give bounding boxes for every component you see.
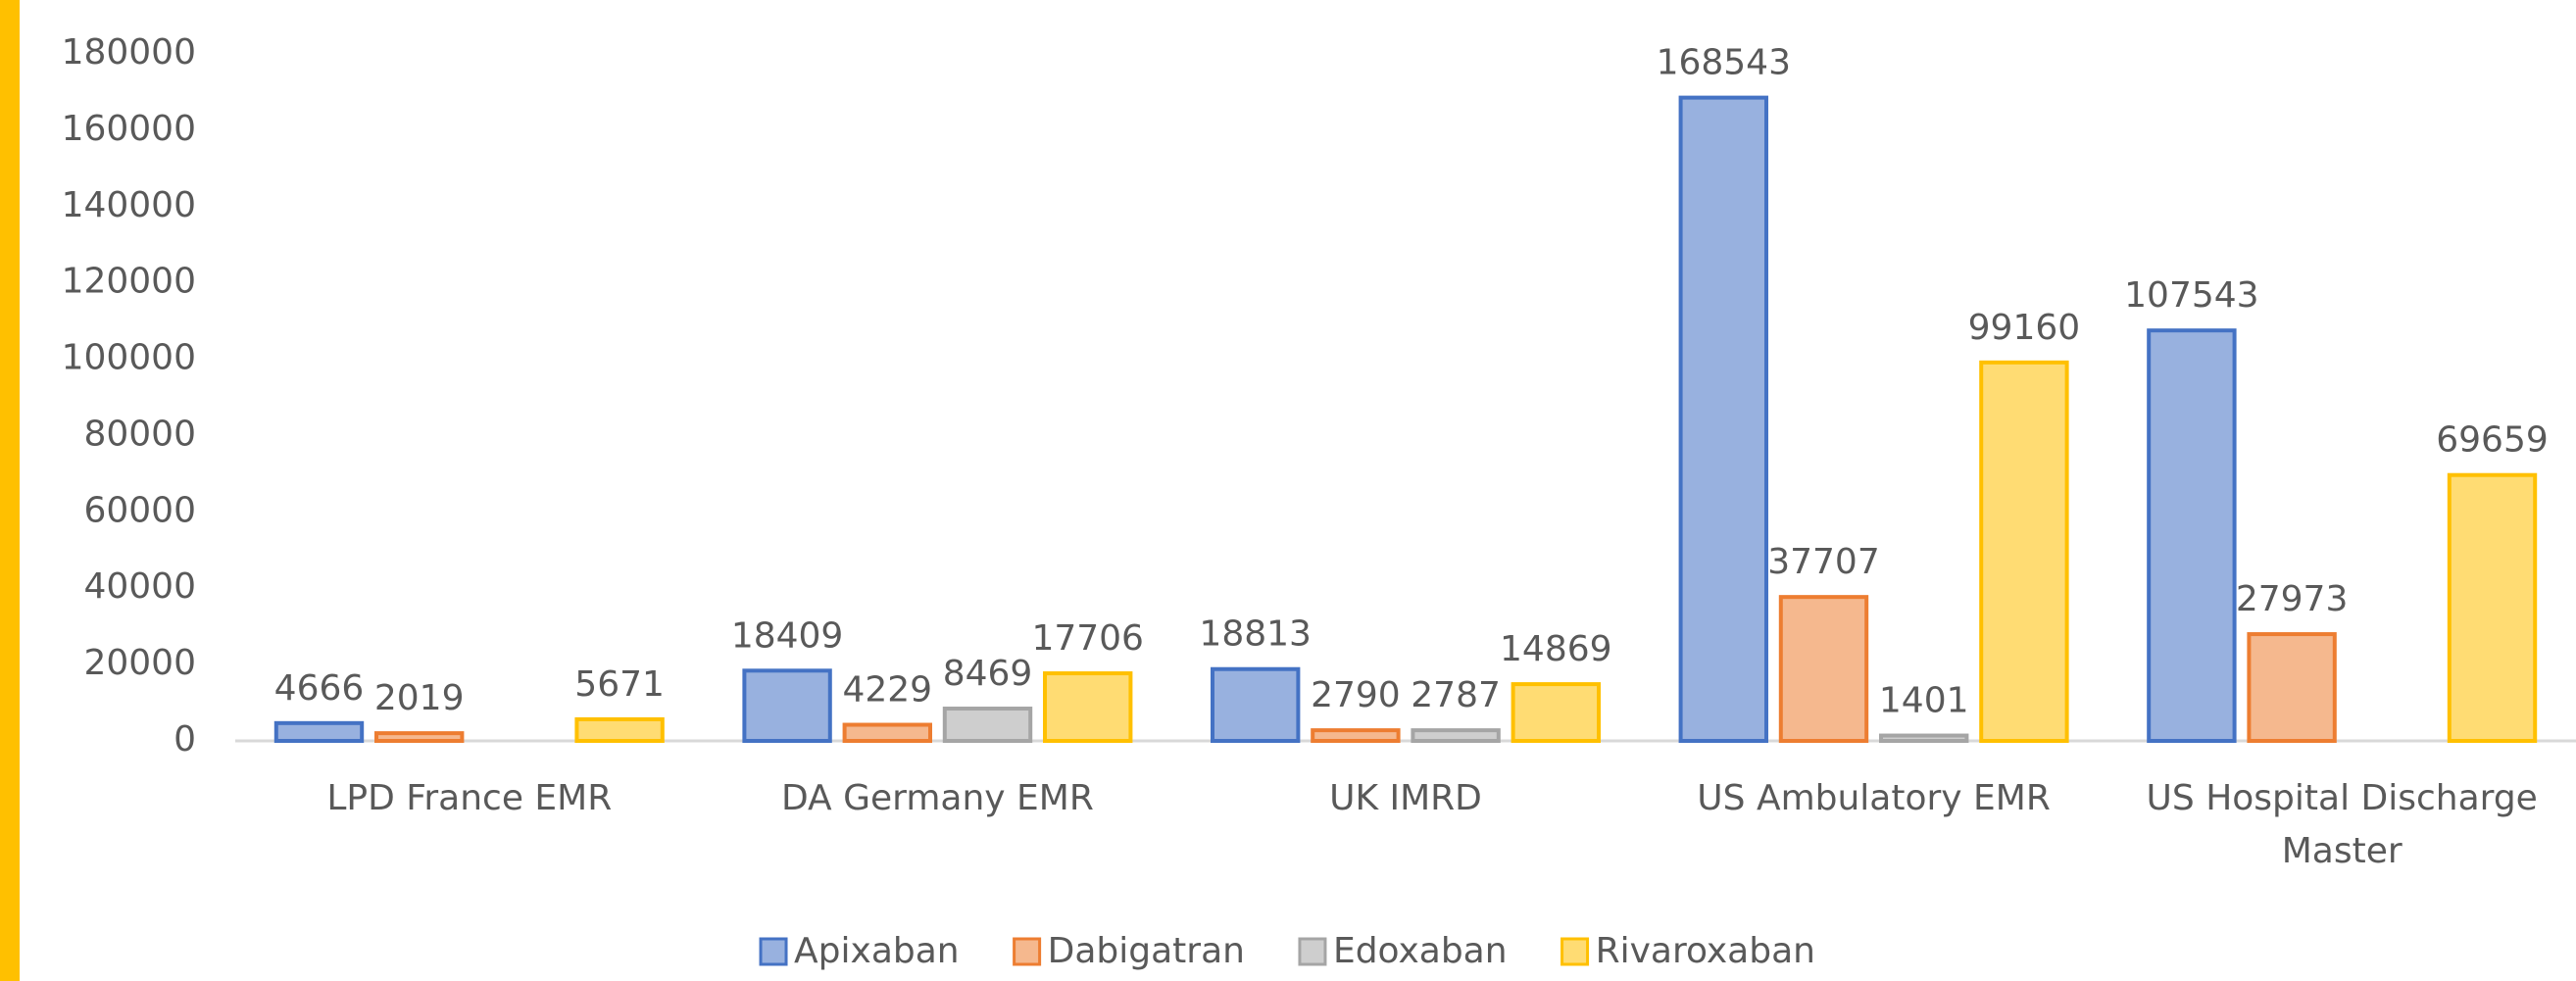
x-tick-label: DA Germany EMR — [781, 778, 1094, 818]
bar — [1778, 595, 1869, 743]
data-label: 4666 — [274, 668, 365, 709]
data-label: 99160 — [1968, 308, 2081, 348]
y-tick-label: 160000 — [62, 109, 196, 149]
data-label: 69659 — [2436, 420, 2549, 461]
bar — [1979, 360, 2069, 743]
bar — [273, 720, 365, 744]
bar — [1879, 733, 1969, 744]
data-label: 14869 — [1500, 629, 1612, 669]
data-label: 168543 — [1657, 43, 1791, 83]
data-label: 5671 — [574, 664, 665, 705]
legend: Apixaban Dabigatran Edoxaban Rivaroxaban — [759, 931, 1815, 971]
data-label: 107543 — [2124, 275, 2258, 316]
bar — [1043, 671, 1133, 744]
bar — [2147, 328, 2237, 743]
bar — [373, 731, 465, 744]
y-tick-label: 180000 — [62, 32, 196, 73]
x-tick-label: LPD France EMR — [326, 778, 612, 818]
bar — [842, 722, 932, 744]
bar — [742, 668, 832, 744]
y-tick-label: 60000 — [83, 490, 196, 530]
data-label: 4229 — [842, 670, 932, 711]
bar — [942, 707, 1033, 743]
legend-swatch — [1560, 937, 1590, 966]
bar — [1311, 728, 1401, 744]
legend-label: Edoxaban — [1333, 931, 1508, 971]
bar — [2247, 632, 2337, 744]
side-stripe — [0, 0, 20, 981]
data-label: 17706 — [1031, 618, 1144, 659]
legend-swatch — [1298, 937, 1327, 966]
y-tick-label: 80000 — [83, 414, 196, 454]
legend-label: Rivaroxaban — [1596, 931, 1815, 971]
bar — [1210, 666, 1301, 744]
data-label: 1401 — [1879, 681, 1969, 721]
legend-label: Dabigatran — [1048, 931, 1245, 971]
y-tick-label: 0 — [173, 719, 196, 760]
legend-swatch — [759, 937, 788, 966]
legend-swatch — [1013, 937, 1042, 966]
bar — [1411, 728, 1501, 743]
x-tick-label: US Ambulatory EMR — [1697, 778, 2051, 818]
data-label: 2787 — [1411, 675, 1501, 715]
bar — [574, 716, 665, 744]
data-label: 2019 — [374, 678, 465, 718]
x-tick-label: UK IMRD — [1329, 778, 1482, 818]
y-tick-label: 100000 — [62, 338, 196, 378]
data-label: 18813 — [1199, 614, 1312, 655]
data-label: 37707 — [1767, 542, 1880, 582]
data-label: 18409 — [731, 615, 844, 656]
y-tick-label: 20000 — [83, 643, 196, 683]
data-label: 8469 — [943, 654, 1033, 694]
data-label: 2790 — [1311, 675, 1401, 715]
legend-label: Apixaban — [794, 931, 960, 971]
bar — [1511, 682, 1602, 743]
x-tick-label: US Hospital Discharge Master — [2147, 778, 2538, 871]
y-tick-label: 40000 — [83, 566, 196, 607]
data-label: 27973 — [2236, 579, 2349, 619]
y-tick-label: 140000 — [62, 185, 196, 225]
bar — [1678, 95, 1768, 743]
y-tick-label: 120000 — [62, 262, 196, 302]
bar — [2447, 472, 2538, 743]
